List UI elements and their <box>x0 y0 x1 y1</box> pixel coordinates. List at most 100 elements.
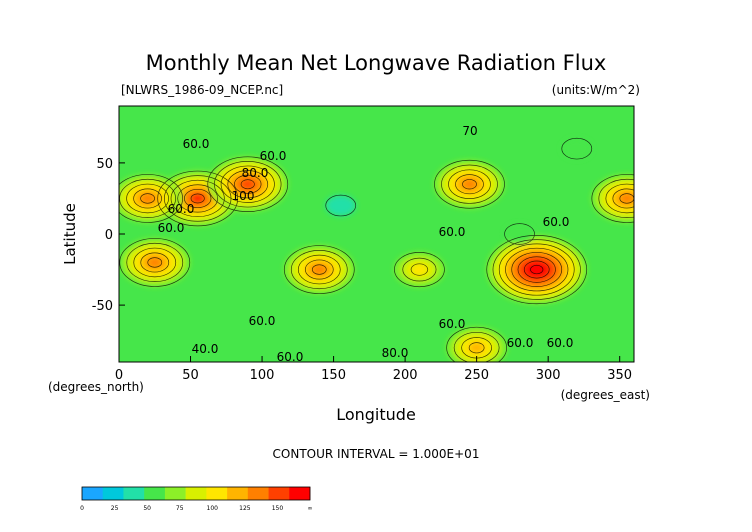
y-tick-label: 50 <box>96 157 113 172</box>
contour-12-1 <box>446 326 507 362</box>
region-10-level-1 <box>561 138 592 160</box>
field-background <box>119 106 634 362</box>
contour-label: 60.0 <box>439 225 466 239</box>
contour-2-6 <box>240 179 255 190</box>
contour-6-2 <box>492 239 581 300</box>
x-unit-label: (degrees_east) <box>561 388 650 402</box>
colorbar-tick-label: 75 <box>176 505 184 512</box>
contour-label: 60.0 <box>249 314 276 328</box>
contour-label: 70 <box>462 124 477 138</box>
contour-4-3 <box>297 254 341 285</box>
colorbar-tick-label: 100 <box>207 505 219 512</box>
x-tick-label: 250 <box>464 368 489 383</box>
contour-0-1 <box>157 170 239 227</box>
x-axis-label: Longitude <box>336 405 416 424</box>
x-tick-label: 100 <box>250 368 275 383</box>
contour-11-1 <box>504 223 535 245</box>
contour-3-3 <box>133 247 177 278</box>
region-7-level-5 <box>619 193 634 204</box>
region-5-level-5 <box>462 179 477 190</box>
contour-4-2 <box>290 250 348 290</box>
contour-7-4 <box>612 188 634 209</box>
contour-0-3 <box>170 179 225 218</box>
contour-7-1 <box>591 174 634 223</box>
colorbar-swatch <box>82 487 104 500</box>
contour-7-2 <box>598 178 634 218</box>
colorbar-tick-label: 150 <box>272 505 284 512</box>
contour-1-5 <box>140 193 155 204</box>
colorbar-tick-label: 0 <box>80 505 84 512</box>
contour-3-5 <box>147 257 163 268</box>
contour-12-2 <box>453 331 500 362</box>
contour-4-1 <box>283 245 355 294</box>
contour-label: 60.0 <box>507 336 534 350</box>
contour-5-5 <box>462 179 477 190</box>
contour-1-3 <box>126 183 169 214</box>
contour-8-1 <box>394 252 445 288</box>
source-label: [NLWRS_1986-09_NCEP.nc] <box>121 83 283 97</box>
x-tick-label: 350 <box>607 368 632 383</box>
contour-label: 80.0 <box>382 346 409 360</box>
contour-7-3 <box>605 183 634 214</box>
x-tick-label: 50 <box>182 368 199 383</box>
contour-label: 80.0 <box>242 166 269 180</box>
contour-6-6 <box>517 256 556 283</box>
contour-1-2 <box>119 178 176 218</box>
region-12-level-4 <box>469 342 485 353</box>
heatmap-field: 60.0 60.0 80.0 100 60.0 60.0 60.0 60.0 60.0 60.0 4… <box>119 106 634 364</box>
contour-label: 60.0 <box>183 137 210 151</box>
contour-2-2 <box>214 161 282 208</box>
contour-3-4 <box>140 252 170 273</box>
contour-label: 60.0 <box>260 149 287 163</box>
chart-title: Monthly Mean Net Longwave Radiation Flux <box>146 51 607 75</box>
contour-1-4 <box>133 188 162 209</box>
contour-0-6 <box>190 193 205 204</box>
region-3-level-5 <box>147 257 162 268</box>
region-9-level-1 <box>325 195 356 216</box>
contour-label: 60.0 <box>547 336 574 350</box>
colorbar-tick-label: 125 <box>239 505 251 512</box>
contour-2-3 <box>220 165 275 203</box>
x-tick-label: 300 <box>536 368 561 383</box>
contour-4-4 <box>304 259 334 280</box>
contour-8-2 <box>402 257 437 282</box>
contour-6-8 <box>530 264 544 275</box>
contour-label: 60.0 <box>439 317 466 331</box>
region-11-level-1 <box>504 223 535 245</box>
colorbar-swatch <box>289 487 311 500</box>
contour-5-3 <box>448 169 491 199</box>
contour-12-4 <box>468 342 485 354</box>
contour-9-1 <box>325 194 357 217</box>
units-label: (units:W/m^2) <box>552 83 640 97</box>
contour-5-1 <box>434 159 505 209</box>
colorbar-swatch <box>123 487 145 500</box>
x-tick-label: 150 <box>321 368 346 383</box>
colorbar-swatch <box>164 487 186 500</box>
contour-10-1 <box>561 137 593 160</box>
region-1-level-5 <box>140 193 155 204</box>
contour-5-4 <box>455 174 484 195</box>
contour-label: 60.0 <box>543 215 570 229</box>
contour-label: 40.0 <box>192 342 219 356</box>
colorbar-swatch <box>268 487 290 500</box>
contour-2-4 <box>227 170 269 199</box>
colorbar-tick-label: ∞ <box>308 505 313 512</box>
contour-label: 60.0 <box>277 350 304 364</box>
colorbar-frame <box>81 486 311 501</box>
region-2-level-6 <box>241 179 255 189</box>
contour-0-5 <box>183 188 212 208</box>
region-8-level-3 <box>411 263 428 276</box>
contour-0-4 <box>177 184 219 213</box>
colorbar-swatch <box>102 487 124 500</box>
x-tick-label: 0 <box>115 368 123 383</box>
contour-2-1 <box>207 156 289 212</box>
region-0-level-6 <box>191 193 205 204</box>
y-unit-label: (degrees_north) <box>48 380 144 394</box>
contour-6-7 <box>523 260 550 279</box>
contour-4-5 <box>311 264 327 275</box>
contour-interval-text: CONTOUR INTERVAL = 1.000E+01 <box>273 447 480 461</box>
x-tick-label: 200 <box>393 368 418 383</box>
region-6-level-8 <box>530 265 543 274</box>
contour-3-2 <box>126 242 184 282</box>
